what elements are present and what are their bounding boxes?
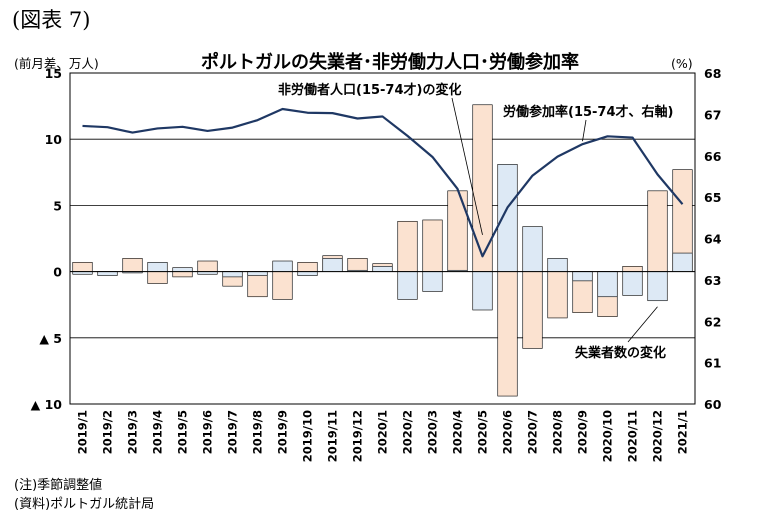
bar-nonlabor bbox=[147, 271, 168, 284]
bar-nonlabor bbox=[447, 190, 468, 272]
bar-nonlabor bbox=[272, 271, 293, 300]
bar-nonlabor bbox=[472, 104, 493, 272]
right-tick-label: 61 bbox=[704, 356, 721, 371]
bar-unemployed bbox=[472, 271, 493, 311]
chart: ポルトガルの失業者･非労働力人口･労働参加率 (前月差、万人) (%) 15 10… bbox=[14, 51, 722, 462]
right-tick-label: 62 bbox=[704, 314, 721, 329]
bar-unemployed bbox=[572, 271, 593, 282]
x-tick-label: 2019/2 bbox=[101, 410, 115, 454]
plot-frame bbox=[69, 72, 696, 405]
bar-unemployed bbox=[172, 267, 193, 272]
bar-series-unemployed bbox=[72, 164, 693, 311]
bar-nonlabor bbox=[497, 271, 518, 397]
bar-nonlabor bbox=[72, 262, 93, 272]
x-tick-label: 2020/4 bbox=[451, 410, 465, 454]
annotation-label: 非労働者人口(15-74才)の変化 bbox=[278, 82, 461, 98]
bar-nonlabor bbox=[422, 219, 443, 272]
x-tick-label: 2020/9 bbox=[576, 410, 590, 454]
x-tick-label: 2019/4 bbox=[151, 410, 165, 454]
bar-unemployed bbox=[147, 262, 168, 272]
left-axis-unit: (前月差、万人) bbox=[14, 56, 99, 71]
x-tick-label: 2020/11 bbox=[626, 410, 640, 462]
annotation-leader bbox=[627, 306, 658, 343]
x-tick-label: 2019/10 bbox=[301, 410, 315, 462]
left-tick-label: 5 bbox=[53, 198, 62, 213]
bar-unemployed bbox=[622, 271, 643, 296]
x-tick-label: 2020/6 bbox=[501, 410, 515, 454]
bar-unemployed bbox=[222, 271, 243, 278]
bar-unemployed bbox=[397, 271, 418, 300]
x-tick-label: 2019/6 bbox=[201, 410, 215, 454]
bar-nonlabor bbox=[647, 190, 668, 272]
bar-unemployed bbox=[372, 266, 393, 272]
left-tick-label: ▲ 10 bbox=[31, 397, 63, 412]
x-axis-ticks: 2019/1 2019/2 2019/3 2019/4 2019/5 2019/6 2019… bbox=[76, 410, 690, 462]
bar-unemployed bbox=[272, 260, 293, 272]
right-tick-label: 68 bbox=[704, 66, 721, 81]
bar-unemployed bbox=[322, 258, 343, 272]
bar-unemployed bbox=[422, 271, 443, 292]
right-tick-label: 65 bbox=[704, 190, 721, 205]
bar-nonlabor bbox=[347, 258, 368, 272]
x-tick-label: 2021/1 bbox=[676, 410, 690, 454]
right-tick-label: 60 bbox=[704, 397, 722, 412]
bar-unemployed bbox=[247, 271, 268, 276]
bar-unemployed bbox=[672, 252, 693, 272]
x-tick-label: 2019/7 bbox=[226, 410, 240, 454]
bar-nonlabor bbox=[172, 271, 193, 278]
bar-series-nonlabor bbox=[72, 104, 693, 397]
x-tick-label: 2020/7 bbox=[526, 410, 540, 454]
footnote-note: (注)季節調整値 bbox=[14, 478, 103, 493]
bar-nonlabor bbox=[122, 258, 143, 272]
chart-title: ポルトガルの失業者･非労働力人口･労働参加率 bbox=[201, 51, 579, 73]
x-tick-label: 2019/5 bbox=[176, 410, 190, 454]
annotation-leader bbox=[582, 119, 587, 142]
x-tick-label: 2019/12 bbox=[351, 410, 365, 462]
bar-unemployed bbox=[522, 226, 543, 272]
x-tick-label: 2020/3 bbox=[426, 410, 440, 454]
bar-unemployed bbox=[97, 271, 118, 276]
annotation-leader bbox=[451, 97, 483, 235]
left-tick-label: ▲ 5 bbox=[39, 331, 62, 346]
right-axis-unit: (%) bbox=[671, 56, 693, 71]
line-series-participation bbox=[82, 107, 684, 258]
right-tick-label: 66 bbox=[704, 149, 722, 164]
annotation-label: 労働参加率(15-74才、右軸) bbox=[503, 104, 673, 120]
line-participation bbox=[82, 107, 684, 258]
bar-nonlabor bbox=[547, 271, 568, 319]
bar-nonlabor bbox=[397, 220, 418, 272]
x-tick-label: 2020/8 bbox=[551, 410, 565, 454]
bar-nonlabor bbox=[622, 266, 643, 272]
x-tick-label: 2019/8 bbox=[251, 410, 265, 454]
bar-unemployed bbox=[597, 271, 618, 298]
bar-unemployed bbox=[647, 271, 668, 302]
left-tick-label: 10 bbox=[45, 132, 63, 147]
right-tick-label: 67 bbox=[704, 107, 721, 122]
bar-nonlabor bbox=[522, 271, 543, 349]
bar-unemployed bbox=[297, 271, 318, 276]
annotation-label: 失業者数の変化 bbox=[575, 345, 666, 361]
left-tick-label: 15 bbox=[45, 66, 62, 81]
x-tick-label: 2020/10 bbox=[601, 410, 615, 462]
right-tick-label: 63 bbox=[704, 273, 721, 288]
x-tick-label: 2019/11 bbox=[326, 410, 340, 462]
bar-nonlabor bbox=[197, 260, 218, 272]
x-tick-label: 2020/2 bbox=[401, 410, 415, 454]
right-axis-ticks: 60 61 62 63 64 65 66 67 68 bbox=[704, 66, 722, 412]
footnote-source: (資料)ポルトガル統計局 bbox=[14, 497, 155, 512]
bar-unemployed bbox=[547, 258, 568, 272]
x-tick-label: 2019/1 bbox=[76, 410, 90, 454]
x-tick-label: 2019/9 bbox=[276, 410, 290, 454]
x-tick-label: 2020/12 bbox=[651, 410, 665, 462]
figure-label: (図表 7) bbox=[12, 8, 91, 32]
right-tick-label: 64 bbox=[704, 232, 722, 247]
x-tick-label: 2020/5 bbox=[476, 410, 490, 454]
bar-nonlabor bbox=[297, 262, 318, 272]
x-tick-label: 2020/1 bbox=[376, 410, 390, 454]
left-axis-ticks: 15 10 5 0 ▲ 5 ▲ 10 bbox=[31, 66, 63, 412]
left-tick-label: 0 bbox=[53, 265, 62, 280]
x-tick-label: 2019/3 bbox=[126, 410, 140, 454]
bar-unemployed bbox=[497, 164, 518, 272]
